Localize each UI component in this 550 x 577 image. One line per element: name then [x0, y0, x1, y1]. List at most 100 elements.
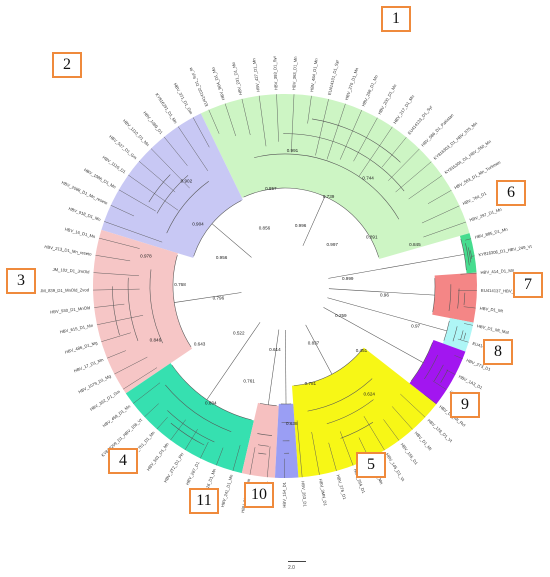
tip-label: HBV_427_D1_Mn: [251, 57, 261, 92]
tip-branch: [353, 117, 378, 162]
clade-stem-5: [305, 324, 333, 375]
tip-branch: [395, 161, 432, 193]
cluster-label-3: 3: [6, 268, 36, 294]
clade-arc: [440, 369, 449, 383]
tip-branch: [232, 445, 241, 471]
clade-arc: [460, 238, 467, 271]
tip-branch: [150, 148, 190, 189]
cluster-label-6: 6: [496, 180, 526, 206]
cluster-label-7: 7: [513, 272, 543, 298]
tip-branch: [200, 441, 209, 459]
tip-label: HBV_459_D1_Mn: [102, 403, 132, 428]
support-value: 0.978: [140, 253, 152, 258]
clade-arc: [424, 354, 438, 380]
support-value: 0.891: [366, 234, 378, 239]
tip-branch: [339, 109, 362, 160]
tip-branch: [249, 447, 256, 475]
cluster-sector-5: [291, 347, 437, 478]
clade-arc: [470, 250, 473, 259]
clade-arc: [463, 332, 466, 340]
support-value: 0.614: [269, 347, 281, 352]
tip-label: HBV_930_D1_MnOld: [50, 305, 91, 315]
support-value: 0.451: [356, 348, 368, 353]
cluster-label-11: 11: [189, 488, 219, 514]
support-value: 0.96: [380, 292, 389, 297]
tip-label: HBV_1A3_D1: [458, 374, 484, 391]
tip-branch: [138, 161, 176, 193]
support-value: 0.761: [243, 379, 255, 384]
tip-label: HBV_154_D1: [282, 481, 287, 507]
cluster-label-10: 10: [244, 482, 274, 508]
clade-stem-3: [174, 292, 242, 303]
tip-label: HBV_2088_D1_Mn_reseto: [61, 180, 109, 206]
clade-stem-8: [327, 297, 447, 332]
clade-arc: [257, 433, 273, 436]
clade-arc: [326, 399, 374, 424]
tip-label: HBV_615_D1_Mn: [59, 323, 94, 335]
cluster-label-9: 9: [450, 392, 480, 418]
clade-stem-1: [302, 196, 326, 246]
support-value: 0.837: [308, 340, 320, 345]
tip-branch: [110, 205, 135, 217]
tip-branch: [192, 117, 210, 148]
clade-arc: [243, 187, 379, 258]
tip-label: EU414102_D1_Syr_ta: [188, 66, 209, 107]
support-value: 0.857: [265, 186, 277, 191]
clade-arc: [156, 175, 189, 214]
tip-label: HBV_270_D1_Mn: [344, 66, 360, 100]
tip-branch: [446, 369, 456, 375]
clade-stem-11: [285, 329, 287, 404]
support-value: 0.904: [192, 222, 204, 227]
support-value: 0.739: [323, 194, 335, 199]
clade-arc: [443, 320, 450, 341]
tip-branch: [423, 221, 467, 238]
tip-branch: [276, 94, 279, 142]
tip-branch: [328, 442, 337, 472]
clade-arc: [463, 292, 466, 305]
tip-branch: [107, 350, 126, 359]
tip-branch: [258, 95, 267, 147]
clade-arc: [165, 384, 232, 432]
tip-label: HBV_918_D1_Mn: [68, 206, 102, 222]
support-value: 0.97: [411, 323, 420, 328]
clade-arc: [170, 422, 205, 446]
tip-label: HBV_D1_Mt_Mat: [476, 323, 510, 335]
tip-label: KY816306_D1_HBV_249_Vt: [478, 244, 533, 258]
clade-arc: [167, 410, 215, 443]
clade-stem-2: [211, 223, 252, 258]
cluster-sector-3: [92, 229, 193, 394]
tip-label: JM_102_D1_JmOld: [52, 267, 90, 275]
tip-branch: [144, 403, 159, 418]
tip-branch: [465, 238, 472, 241]
clade-arc: [283, 133, 405, 192]
support-values: 0.856 0.857 0.991 0.996 0.739 0.744 0.997 0.891…: [140, 148, 421, 426]
tip-label: HBV_527_D1_Gm: [108, 134, 138, 161]
tip-branch: [296, 420, 303, 478]
support-value: 0.638: [286, 421, 298, 426]
clade-stem-6: [328, 254, 465, 279]
tip-label: HBV_2T2_D1_PH: [163, 452, 185, 484]
support-value: 0.643: [194, 341, 206, 346]
clade-arc: [149, 269, 163, 344]
tip-branch: [315, 98, 329, 156]
cluster-label-2: 2: [52, 52, 82, 78]
clade-arc: [258, 444, 269, 447]
tip-label: HBV_16_D1_Mn: [64, 227, 96, 240]
cluster-sector-4: [125, 363, 254, 474]
clade-arc: [127, 277, 139, 341]
support-value: 0.997: [326, 242, 338, 247]
tip-branch: [118, 189, 156, 212]
clade-stem-4: [206, 322, 261, 400]
tip-branch: [216, 447, 224, 466]
clade-arc: [468, 247, 472, 263]
tip-branch: [358, 126, 393, 177]
cluster-sector-7: [432, 272, 477, 323]
tip-branch: [381, 137, 407, 168]
tip-branch: [128, 174, 179, 211]
tip-label: HBV_392_D1_Gm: [89, 389, 121, 412]
tip-branch: [432, 380, 447, 390]
support-value: 0.956: [216, 255, 228, 260]
tip-branch: [114, 356, 148, 375]
tip-label: HBV_231_D1_Mn: [231, 61, 244, 96]
tip-label: HBV_276_D1: [336, 474, 348, 501]
